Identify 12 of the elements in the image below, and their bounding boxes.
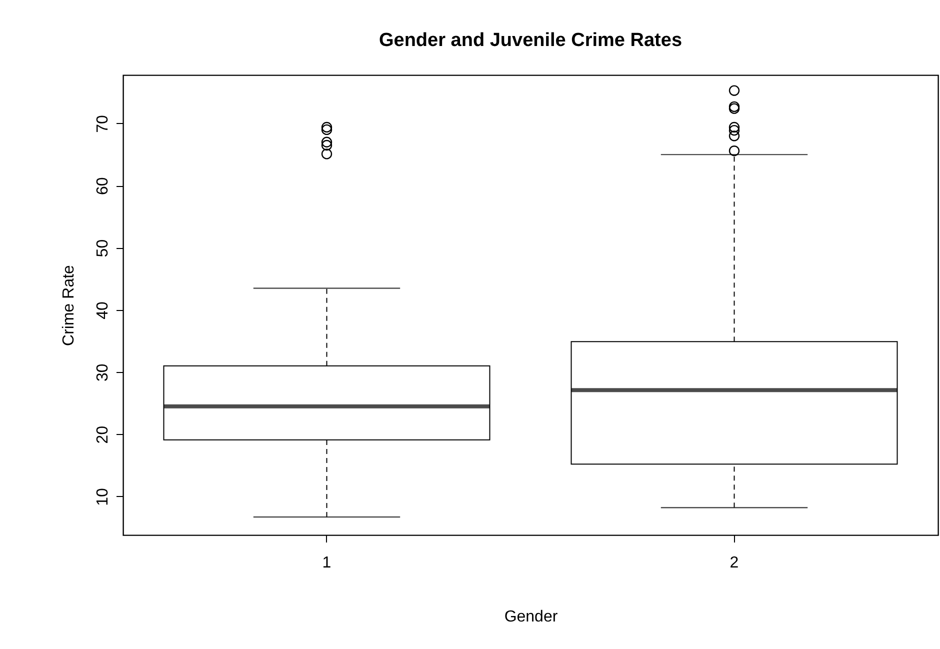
y-axis-title: Crime Rate <box>60 264 78 346</box>
y-tick-label: 50 <box>94 239 112 258</box>
x-tick-label: 1 <box>322 554 332 572</box>
y-tick-label: 30 <box>94 364 112 382</box>
y-tick-label: 60 <box>94 177 112 196</box>
x-axis-title: Gender <box>504 608 558 626</box>
y-tick-label: 20 <box>94 426 112 444</box>
y-tick-label: 10 <box>94 488 112 506</box>
y-tick-label: 40 <box>94 301 112 320</box>
x-tick-label: 2 <box>730 554 739 572</box>
chart-title: Gender and Juvenile Crime Rates <box>378 30 682 51</box>
y-tick-label: 70 <box>94 114 112 133</box>
